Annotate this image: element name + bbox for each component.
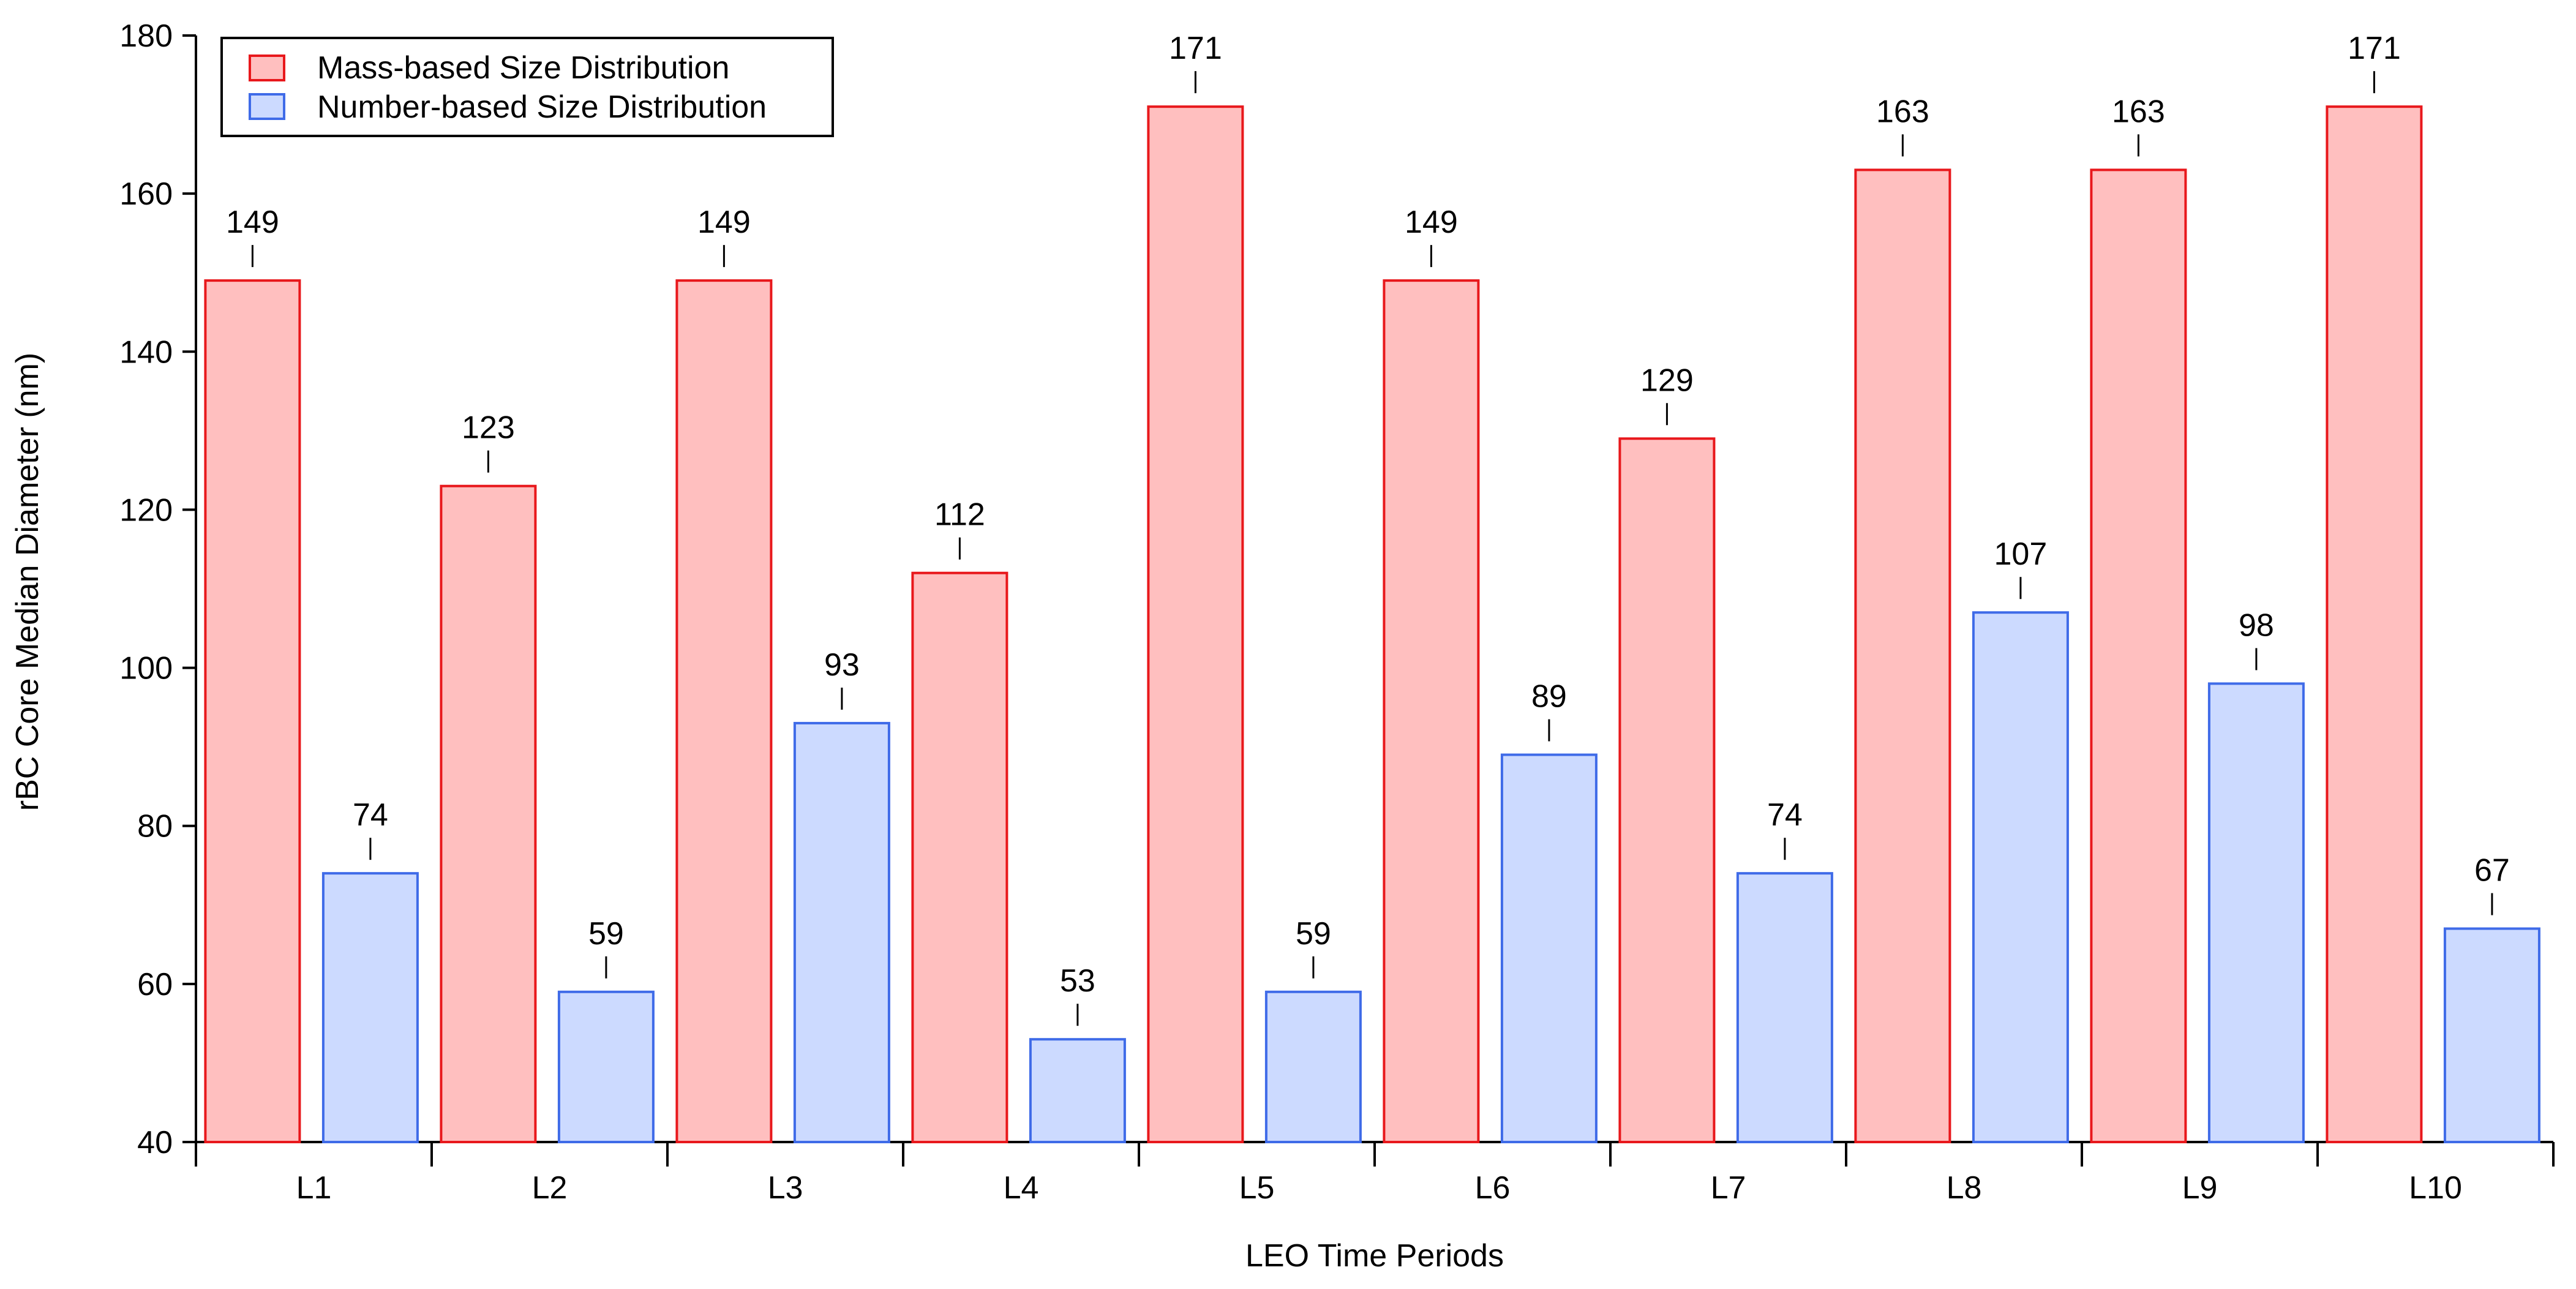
x-tick-label: L4 — [1004, 1170, 1039, 1206]
value-label-number: 74 — [353, 797, 388, 833]
value-label-number: 98 — [2239, 607, 2274, 643]
bar-number-l6 — [1500, 753, 1598, 1144]
value-label-number: 74 — [1767, 797, 1803, 833]
value-label-mass: 112 — [934, 497, 985, 533]
y-tick-label: 60 — [137, 967, 173, 1002]
y-tick-label: 140 — [119, 334, 173, 370]
bar-mass-l2 — [440, 484, 537, 1143]
value-label-number: 59 — [588, 916, 624, 952]
bar-number-l10 — [2443, 927, 2540, 1144]
bar-number-l4 — [1029, 1038, 1126, 1144]
x-axis-title: LEO Time Periods — [1245, 1238, 1504, 1274]
value-label-mass: 163 — [1876, 94, 1929, 129]
x-tick-label: L1 — [296, 1170, 332, 1206]
bar-mass-l5 — [1147, 105, 1244, 1143]
x-tick-label: L6 — [1475, 1170, 1511, 1206]
x-tick-label: L7 — [1711, 1170, 1746, 1206]
bar-number-l5 — [1264, 990, 1362, 1143]
value-label-number: 67 — [2474, 853, 2510, 889]
bar-mass-l7 — [1618, 437, 1716, 1143]
bar-mass-l6 — [1383, 279, 1480, 1143]
value-label-number: 53 — [1060, 963, 1095, 999]
x-tick-label: L10 — [2409, 1170, 2462, 1206]
bar-mass-l9 — [2090, 168, 2187, 1144]
bar-number-l3 — [793, 721, 890, 1143]
bar-mass-l8 — [1854, 168, 1951, 1144]
value-label-mass: 149 — [226, 205, 279, 240]
y-tick-label: 80 — [137, 809, 173, 844]
x-tick-label: L9 — [2182, 1170, 2218, 1206]
legend-box — [220, 37, 834, 137]
bar-mass-l3 — [675, 279, 773, 1143]
y-axis-title: rBC Core Median Diameter (nm) — [10, 353, 45, 811]
bar-number-l9 — [2207, 682, 2305, 1143]
bar-number-l7 — [1736, 872, 1833, 1143]
value-label-number: 89 — [1531, 679, 1567, 715]
x-tick-label: L8 — [1947, 1170, 1982, 1206]
value-label-number: 107 — [1994, 536, 2048, 572]
value-label-mass: 129 — [1640, 363, 1694, 398]
bar-number-l1 — [321, 872, 419, 1143]
y-axis: 40 60 80 100 120 140 160 180 — [119, 18, 197, 1160]
y-tick-label: 100 — [119, 651, 173, 686]
value-label-mass: 163 — [2112, 94, 2165, 129]
value-label-mass: 171 — [1169, 31, 1222, 66]
x-tick-label: L2 — [532, 1170, 568, 1206]
y-tick-label: 160 — [119, 176, 173, 212]
bar-number-l2 — [557, 990, 655, 1143]
legend-swatch-mass — [249, 54, 285, 81]
y-tick-label: 180 — [119, 18, 173, 54]
legend-label-mass: Mass-based Size Distribution — [317, 50, 729, 86]
legend-label-number: Number-based Size Distribution — [317, 89, 767, 125]
value-label-mass: 149 — [1405, 205, 1458, 240]
bar-mass-l10 — [2326, 105, 2423, 1143]
x-tick-label: L5 — [1239, 1170, 1275, 1206]
x-axis: L1 L2 L3 L4 L5 L6 L7 L8 L9 L10 — [195, 1141, 2555, 1206]
bar-mass-l4 — [911, 571, 1008, 1143]
x-tick-label: L3 — [768, 1170, 803, 1206]
bar-number-l8 — [1972, 611, 2069, 1143]
bars — [204, 105, 2540, 1144]
value-label-number: 93 — [824, 647, 860, 683]
value-label-number: 59 — [1296, 916, 1331, 952]
bar-mass-l1 — [204, 279, 301, 1143]
y-tick-label: 120 — [119, 492, 173, 528]
value-label-mass: 149 — [697, 205, 751, 240]
value-label-mass: 171 — [2348, 31, 2401, 66]
legend: Mass-based Size Distribution Number-base… — [220, 37, 834, 137]
legend-swatch-number — [249, 93, 285, 120]
value-label-mass: 123 — [462, 410, 515, 446]
value-labels: 149 123 149 112 171 149 129 163 163 171 74 59 93 53 59… — [226, 31, 2510, 1026]
y-tick-label: 40 — [137, 1125, 173, 1160]
